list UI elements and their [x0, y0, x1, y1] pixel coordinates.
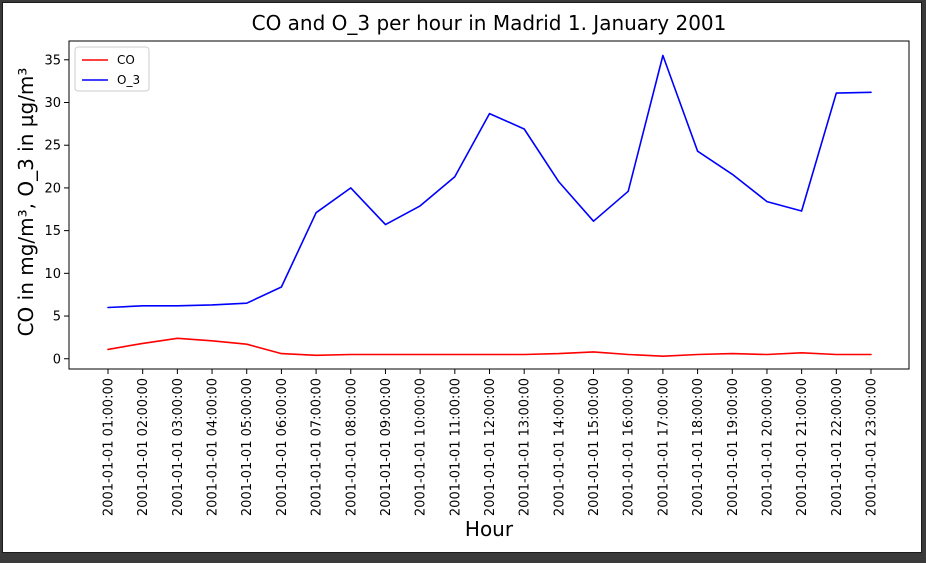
y-tick-label: 15 [44, 224, 61, 239]
x-tick-label: 2001-01-01 05:00:00 [240, 378, 255, 516]
y-tick-label: 10 [44, 267, 61, 282]
legend-label: CO [117, 53, 135, 67]
x-tick-label: 2001-01-01 03:00:00 [171, 378, 186, 516]
y-tick-label: 20 [44, 181, 61, 196]
x-tick-label: 2001-01-01 23:00:00 [865, 378, 880, 516]
line-chart: CO and O_3 per hour in Madrid 1. January… [14, 11, 910, 541]
y-tick-label: 0 [53, 352, 61, 367]
x-axis-label: Hour [465, 517, 514, 541]
x-tick-label: 2001-01-01 21:00:00 [795, 378, 810, 516]
x-tick-label: 2001-01-01 07:00:00 [310, 378, 325, 516]
plot-frame [68, 40, 910, 370]
y-tick-label: 35 [44, 53, 61, 68]
x-tick-label: 2001-01-01 20:00:00 [760, 378, 775, 516]
y-tick-label: 25 [44, 139, 61, 154]
legend-label: O_3 [117, 73, 140, 87]
x-tick-label: 2001-01-01 16:00:00 [622, 378, 637, 516]
x-tick-label: 2001-01-01 18:00:00 [691, 378, 706, 516]
y-tick-label: 30 [44, 96, 61, 111]
x-tick-label: 2001-01-01 11:00:00 [448, 378, 463, 516]
x-tick-label: 2001-01-01 19:00:00 [726, 378, 741, 516]
y-tick-label: 5 [53, 310, 61, 325]
x-tick-label: 2001-01-01 14:00:00 [552, 378, 567, 516]
x-tick-label: 2001-01-01 09:00:00 [379, 378, 394, 516]
series-line-co [107, 337, 872, 358]
x-tick-label: 2001-01-01 17:00:00 [656, 378, 671, 516]
x-tick-label: 2001-01-01 10:00:00 [414, 378, 429, 516]
y-axis-label: CO in mg/m³, O_3 in µg/m³ [14, 68, 38, 337]
x-tick-label: 2001-01-01 08:00:00 [344, 378, 359, 516]
figure: CO and O_3 per hour in Madrid 1. January… [2, 2, 922, 553]
x-tick-label: 2001-01-01 15:00:00 [587, 378, 602, 516]
x-tick-label: 2001-01-01 02:00:00 [136, 378, 151, 516]
series-line-o-3 [107, 54, 872, 309]
x-tick-label: 2001-01-01 13:00:00 [518, 378, 533, 516]
chart-title: CO and O_3 per hour in Madrid 1. January… [252, 11, 727, 35]
x-tick-label: 2001-01-01 22:00:00 [830, 378, 845, 516]
x-tick-label: 2001-01-01 01:00:00 [102, 378, 117, 516]
x-tick-label: 2001-01-01 12:00:00 [483, 378, 498, 516]
x-tick-label: 2001-01-01 06:00:00 [275, 378, 290, 516]
x-tick-label: 2001-01-01 04:00:00 [206, 378, 221, 516]
